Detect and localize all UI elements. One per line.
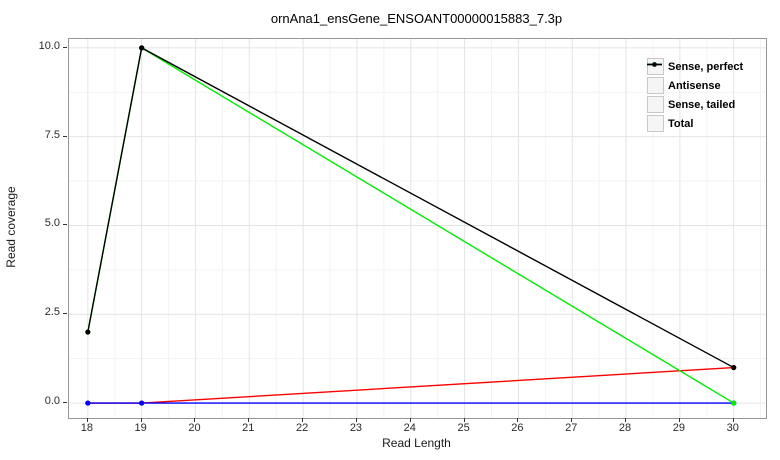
legend-label: Antisense: [668, 79, 721, 92]
x-tick-label: 25: [457, 422, 470, 434]
data-point: [731, 400, 737, 406]
x-tick-label: 18: [80, 422, 93, 434]
legend-key-glyph: [647, 62, 662, 67]
y-tick-mark: [63, 402, 67, 404]
x-tick-label: 23: [349, 422, 363, 434]
legend: Sense, perfect Antisense Sense, tailed T…: [647, 57, 743, 133]
x-tick-mark: [194, 418, 196, 422]
legend-item: Sense, tailed: [647, 62, 743, 114]
x-tick-mark: [302, 418, 304, 422]
x-tick-label: 30: [726, 422, 739, 434]
x-tick-label: 20: [188, 422, 201, 434]
data-point: [139, 400, 145, 406]
x-axis-label: Read Length: [382, 436, 451, 450]
x-tick-label: 19: [134, 422, 147, 434]
y-tick-label: 5.0: [44, 217, 60, 230]
x-tick-mark: [732, 418, 734, 422]
x-tick-mark: [678, 418, 680, 422]
legend-key-icon: [647, 62, 664, 132]
y-tick-mark: [63, 313, 67, 315]
y-tick-mark: [63, 224, 67, 226]
x-tick-label: 27: [565, 422, 578, 434]
legend-label: Sense, tailed: [668, 98, 736, 111]
y-tick-mark: [63, 46, 67, 48]
y-tick-label: 2.5: [44, 306, 60, 319]
x-tick-mark: [248, 418, 250, 422]
x-tick-mark: [625, 418, 627, 422]
x-tick-label: 29: [672, 422, 685, 434]
y-axis-label: Read coverage: [4, 186, 18, 268]
data-point: [139, 45, 145, 51]
x-tick-label: 24: [403, 422, 416, 434]
x-tick-mark: [86, 418, 88, 422]
x-tick-mark: [571, 418, 573, 422]
plot-panel: Sense, perfect Antisense Sense, tailed T…: [68, 38, 767, 419]
legend-label: Total: [668, 117, 694, 130]
data-point: [731, 364, 737, 371]
x-tick-label: 21: [242, 422, 255, 434]
x-tick-mark: [409, 418, 411, 422]
x-tick-label: 28: [618, 422, 632, 434]
legend-item: Total: [647, 62, 743, 133]
x-tick-label: 22: [296, 422, 309, 434]
x-tick-label: 26: [511, 422, 524, 434]
y-tick-label: 7.5: [44, 128, 60, 141]
x-tick-mark: [140, 418, 142, 422]
x-tick-mark: [355, 418, 357, 422]
legend-key-icon: [647, 62, 664, 94]
x-tick-mark: [463, 418, 465, 422]
legend-item: Antisense: [647, 62, 743, 95]
data-point: [85, 400, 91, 406]
legend-key-icon: [647, 62, 664, 113]
x-tick-mark: [517, 418, 519, 422]
plot-area-svg: [69, 39, 766, 418]
chart-title: ornAna1_ensGene_ENSOANT00000015883_7.3p: [270, 11, 563, 26]
data-point: [85, 329, 91, 335]
y-tick-label: 10.0: [38, 39, 60, 52]
legend-label: Sense, perfect: [668, 60, 744, 73]
y-tick-label: 0.0: [44, 395, 60, 408]
y-tick-mark: [63, 135, 67, 137]
